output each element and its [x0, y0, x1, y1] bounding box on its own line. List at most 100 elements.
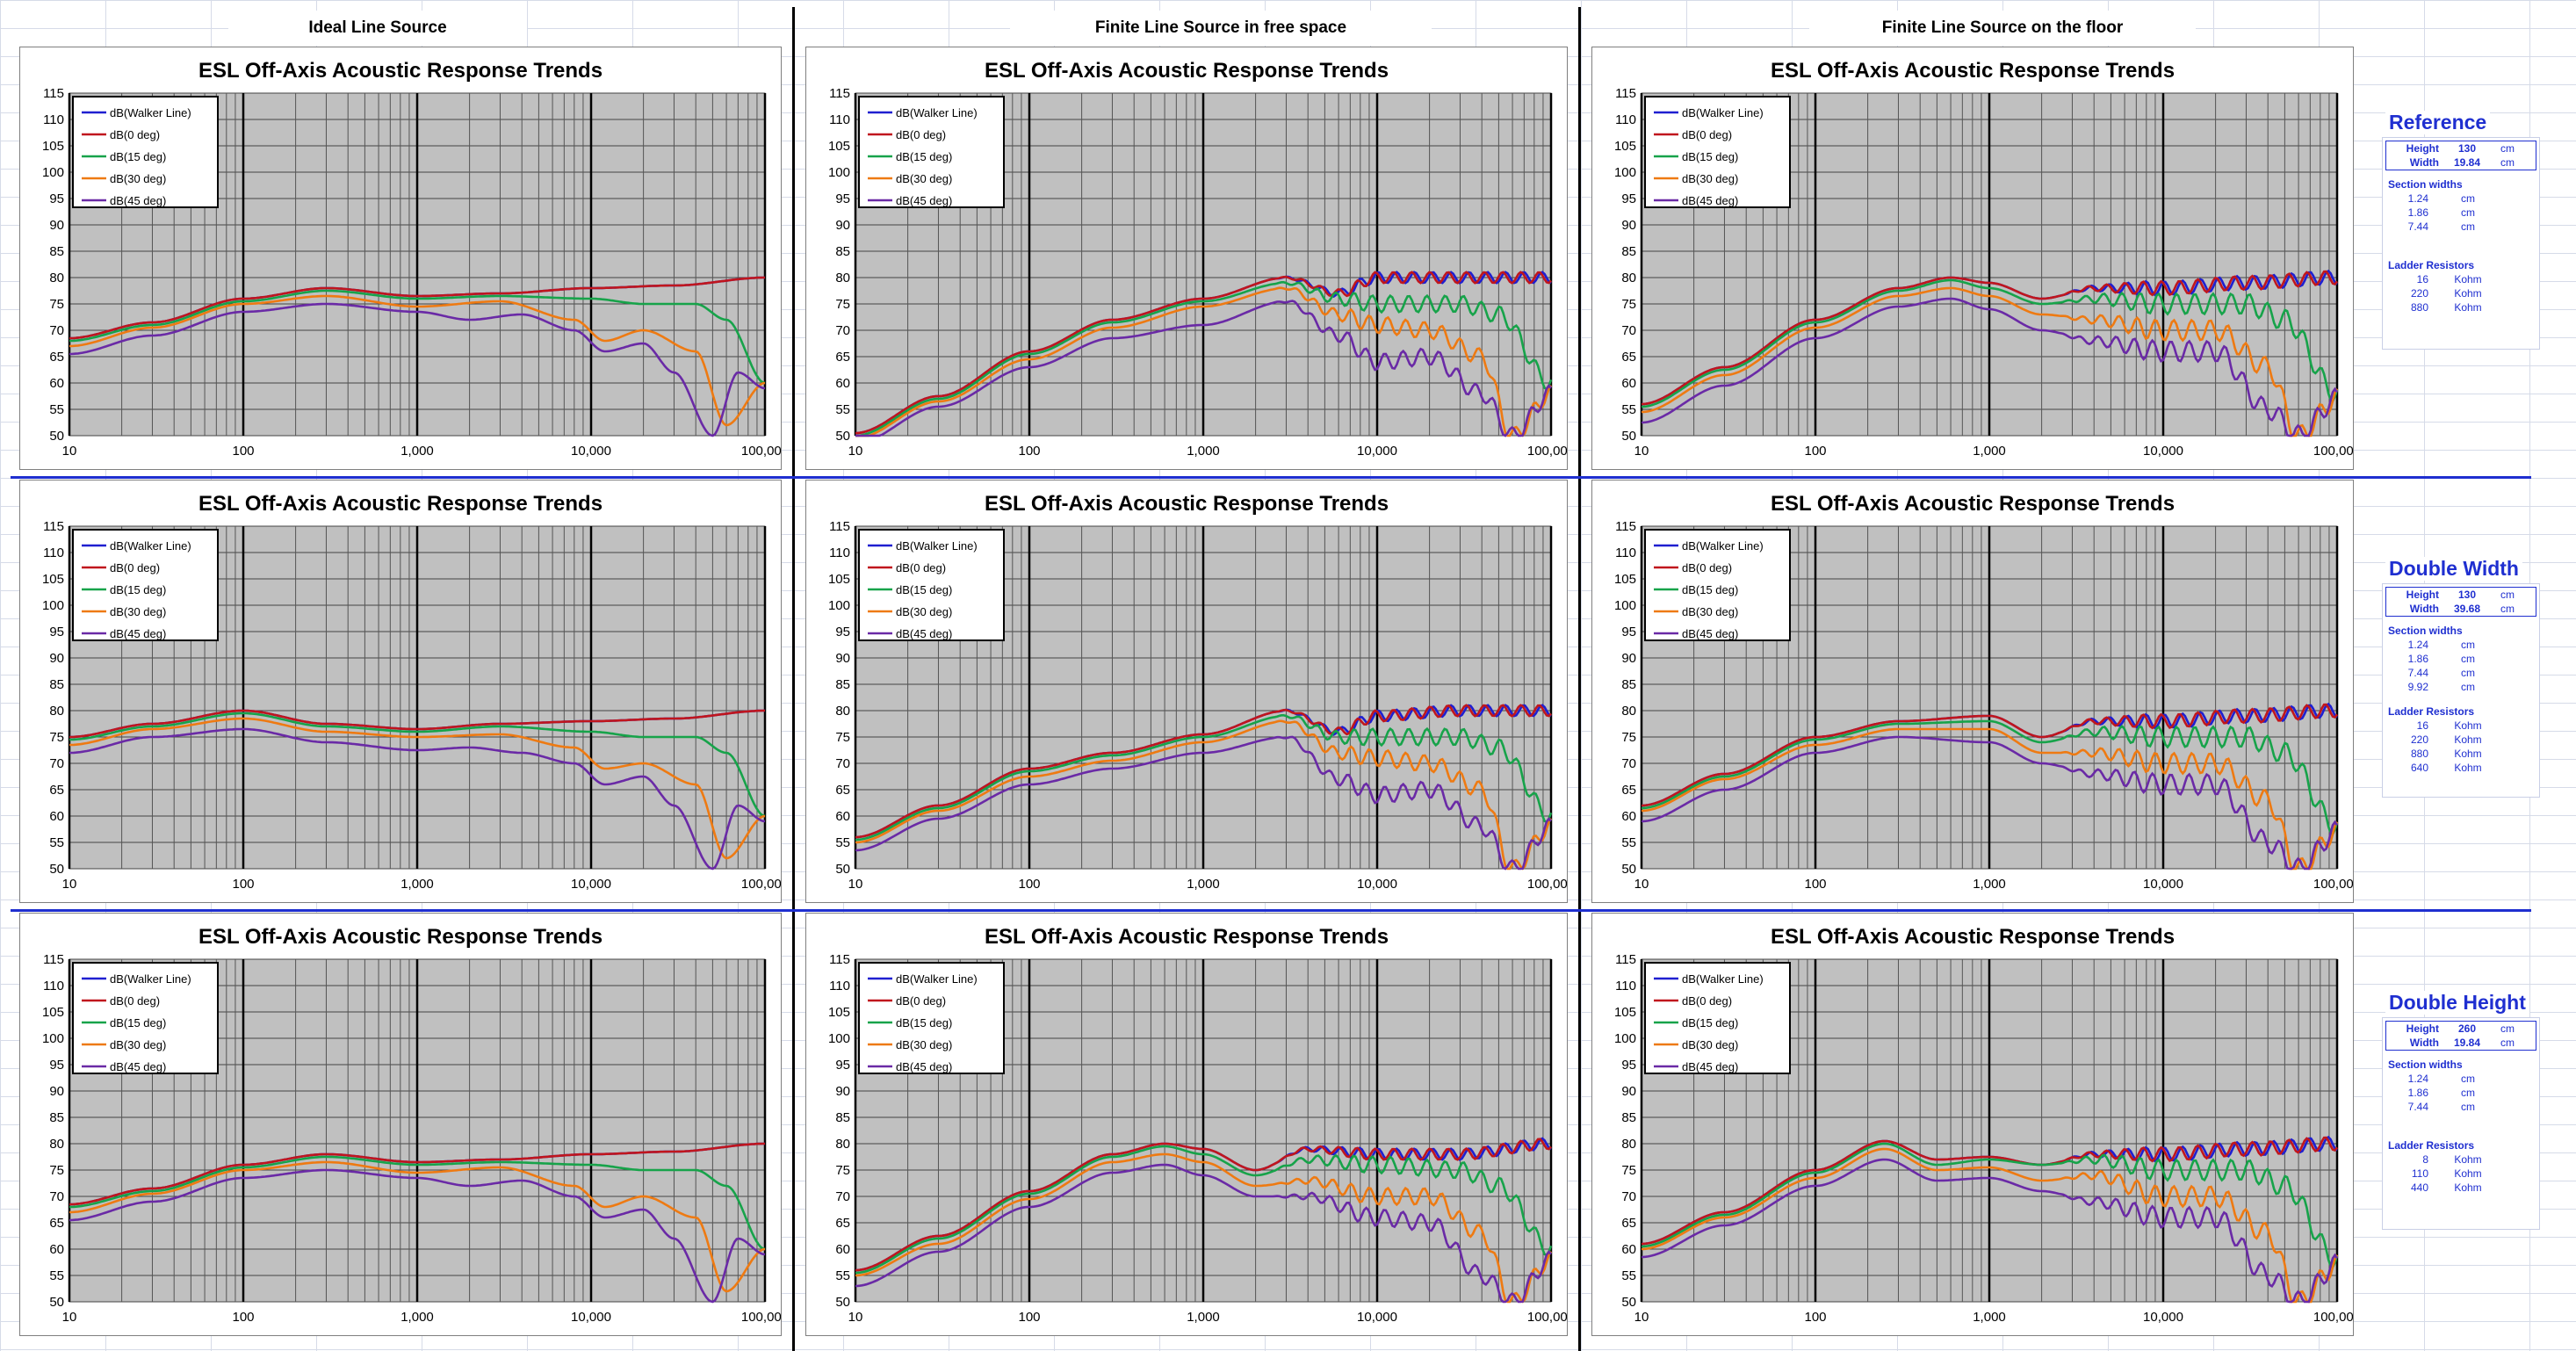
x-tick-label: 10,000: [2143, 1310, 2183, 1325]
series-line-db-15-deg: [855, 281, 1553, 437]
column-title-floor: Finite Line Source on the floor: [1809, 11, 2196, 46]
y-tick-label: 115: [43, 86, 64, 101]
series-line-db-0-deg: [69, 276, 765, 340]
y-tick-label: 65: [1621, 783, 1636, 798]
chart-svg: ESL Off-Axis Acoustic Response Trends 50 5…: [1614, 59, 2353, 459]
legend-box: [858, 529, 1005, 641]
y-tick-label: 60: [1621, 376, 1636, 391]
height-row: Height 130 cm: [2386, 141, 2536, 155]
legend: dB(Walker Line) dB(0 deg) dB(15 deg) dB(30 …: [1644, 962, 1791, 1074]
series-line-db-45-deg: [69, 1168, 766, 1304]
legend-label: dB(Walker Line): [896, 106, 978, 119]
legend-label: dB(15 deg): [896, 583, 952, 596]
legend-label: dB(Walker Line): [110, 106, 191, 119]
dimensions-box: Height 130 cm Width 39.68 cm: [2385, 587, 2536, 617]
section-width-value: 1.24: [2407, 192, 2428, 205]
y-tick-label: 50: [1621, 1295, 1636, 1310]
section-width-unit: cm: [2461, 220, 2475, 233]
chart-title: ESL Off-Axis Acoustic Response Trends: [985, 925, 1389, 949]
x-tick-label: 100: [1018, 1310, 1040, 1325]
x-tick-label: 100: [232, 444, 254, 459]
legend-label: dB(30 deg): [110, 1038, 166, 1051]
y-tick-label: 55: [49, 402, 64, 417]
x-tick-label: 100,000: [2313, 1310, 2353, 1325]
dimensions-box: Height 260 cm Width 19.84 cm: [2385, 1021, 2536, 1051]
y-tick-label: 80: [835, 1137, 850, 1152]
y-tick-label: 75: [49, 730, 64, 745]
y-tick-label: 110: [1615, 979, 1636, 993]
section-width-value: 1.24: [2407, 1073, 2428, 1085]
x-tick-label: 1,000: [400, 444, 434, 459]
legend-label: dB(0 deg): [896, 994, 946, 1008]
x-tick-label: 100,000: [1527, 1310, 1567, 1325]
y-tick-label: 110: [43, 112, 64, 127]
y-tick-label: 50: [49, 1295, 64, 1310]
y-tick-label: 100: [828, 598, 850, 613]
section-widths-label: Section widths: [2388, 1058, 2463, 1071]
width-value: 39.68: [2453, 603, 2481, 615]
y-tick-label: 90: [835, 218, 850, 233]
legend-box: [858, 96, 1005, 208]
chart-svg: ESL Off-Axis Acoustic Response Trends 50 5…: [828, 492, 1567, 892]
y-tick-label: 100: [1614, 1031, 1636, 1046]
section-width-value: 7.44: [2407, 1101, 2428, 1113]
x-tick-label: 1,000: [1187, 877, 1220, 892]
y-tick-label: 110: [829, 545, 850, 560]
y-tick-label: 55: [1621, 1268, 1636, 1283]
legend: dB(Walker Line) dB(0 deg) dB(15 deg) dB(30 …: [72, 96, 219, 208]
chart-svg: ESL Off-Axis Acoustic Response Trends 50 5…: [42, 492, 781, 892]
height-value: 260: [2457, 1022, 2477, 1035]
height-row: Height 130 cm: [2386, 588, 2536, 602]
legend-label: dB(45 deg): [110, 194, 166, 207]
section-width-value: 1.86: [2407, 206, 2428, 219]
legend-label: dB(30 deg): [110, 605, 166, 618]
width-label: Width: [2409, 603, 2439, 615]
section-width-value: 7.44: [2407, 220, 2428, 233]
legend-label: dB(Walker Line): [110, 972, 191, 986]
chart-panel: ESL Off-Axis Acoustic Response Trends 50 5…: [19, 47, 782, 470]
y-tick-label: 115: [829, 86, 850, 101]
chart-title: ESL Off-Axis Acoustic Response Trends: [198, 492, 603, 516]
height-label: Height: [2406, 589, 2439, 601]
ladder-value: 8: [2422, 1153, 2428, 1166]
section-width-item: 1.86 cm: [2383, 206, 2539, 220]
x-tick-label: 100,000: [1527, 877, 1567, 892]
x-tick-label: 10,000: [1357, 877, 1397, 892]
series-line-db-15-deg: [1641, 719, 2339, 836]
series-line-db-15-deg: [1641, 1142, 2339, 1269]
section-width-item: 1.24 cm: [2383, 1072, 2539, 1086]
x-tick-label: 10: [848, 1310, 863, 1325]
height-label: Height: [2406, 1022, 2439, 1035]
chart-panel: ESL Off-Axis Acoustic Response Trends 50 5…: [1591, 480, 2354, 903]
y-tick-label: 65: [1621, 1216, 1636, 1231]
y-tick-label: 80: [49, 704, 64, 719]
y-tick-label: 105: [1614, 1005, 1636, 1020]
series-line-db-45-deg: [855, 735, 1552, 871]
legend-box: [72, 96, 219, 208]
y-tick-label: 75: [1621, 297, 1636, 312]
y-tick-label: 105: [42, 139, 64, 154]
x-tick-label: 100: [1804, 444, 1826, 459]
y-tick-label: 110: [1615, 112, 1636, 127]
width-label: Width: [2409, 156, 2439, 169]
legend-label: dB(0 deg): [1682, 561, 1732, 574]
x-tick-label: 10: [62, 444, 77, 459]
ladder-item: 110 Kohm: [2383, 1167, 2539, 1181]
y-tick-label: 90: [1621, 218, 1636, 233]
chart-panel: ESL Off-Axis Acoustic Response Trends 50 5…: [1591, 47, 2354, 470]
y-tick-label: 55: [1621, 835, 1636, 850]
height-value: 130: [2457, 142, 2477, 155]
series-line-db-0-deg: [855, 1138, 1552, 1272]
y-tick-label: 110: [43, 545, 64, 560]
x-tick-label: 100,000: [741, 444, 781, 459]
chart-panel: ESL Off-Axis Acoustic Response Trends 50 5…: [805, 47, 1568, 470]
x-tick-label: 100: [1018, 877, 1040, 892]
section-width-value: 1.86: [2407, 1087, 2428, 1099]
legend-label: dB(Walker Line): [1682, 106, 1764, 119]
chart-svg: ESL Off-Axis Acoustic Response Trends 50 5…: [828, 925, 1567, 1325]
legend-label: dB(45 deg): [896, 627, 952, 640]
y-tick-label: 50: [835, 862, 850, 877]
y-tick-label: 100: [1614, 165, 1636, 180]
x-tick-label: 10,000: [571, 1310, 611, 1325]
ladder-value: 880: [2410, 301, 2428, 314]
